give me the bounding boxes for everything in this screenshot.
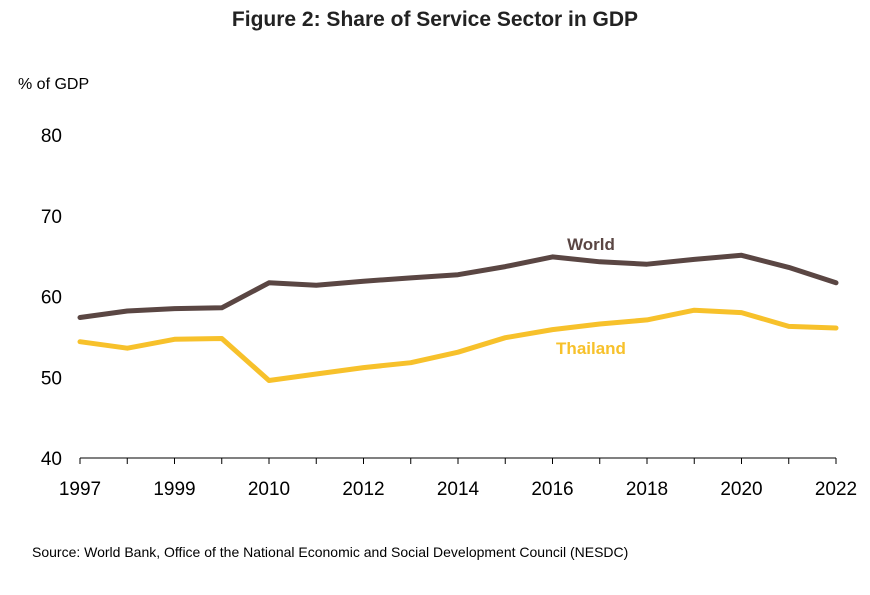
x-axis-ticks: 1997 1999 2010 2012 2014 2016 2018 2020 2022 [59, 458, 857, 500]
x-tick-label: 2012 [342, 479, 384, 500]
x-tick-label: 2014 [437, 479, 480, 500]
x-tick-label: 2022 [815, 479, 857, 500]
x-tick-label: 2020 [720, 479, 762, 500]
y-tick-label: 40 [41, 449, 62, 470]
y-tick-label: 60 [41, 288, 62, 309]
x-tick-label: 2016 [531, 479, 573, 500]
y-axis-unit-label: % of GDP [18, 76, 90, 93]
series-line-world [77, 252, 839, 320]
series-lines [77, 252, 839, 383]
y-tick-label: 70 [41, 207, 62, 228]
y-tick-label: 80 [41, 126, 62, 147]
series-line-thailand [77, 307, 839, 383]
source-note: Source: World Bank, Office of the Nation… [32, 544, 629, 560]
x-tick-label: 1997 [59, 479, 101, 500]
y-axis-ticks: 40 50 60 70 80 [41, 126, 62, 470]
x-tick-label: 1999 [153, 479, 195, 500]
x-tick-label: 2018 [626, 479, 668, 500]
y-tick-label: 50 [41, 368, 62, 389]
chart-title: Figure 2: Share of Service Sector in GDP [231, 8, 639, 31]
series-label-thailand: Thailand [556, 339, 626, 358]
x-tick-label: 2010 [248, 479, 290, 500]
series-labels: World Thailand [556, 235, 626, 358]
series-label-world: World [567, 235, 615, 254]
